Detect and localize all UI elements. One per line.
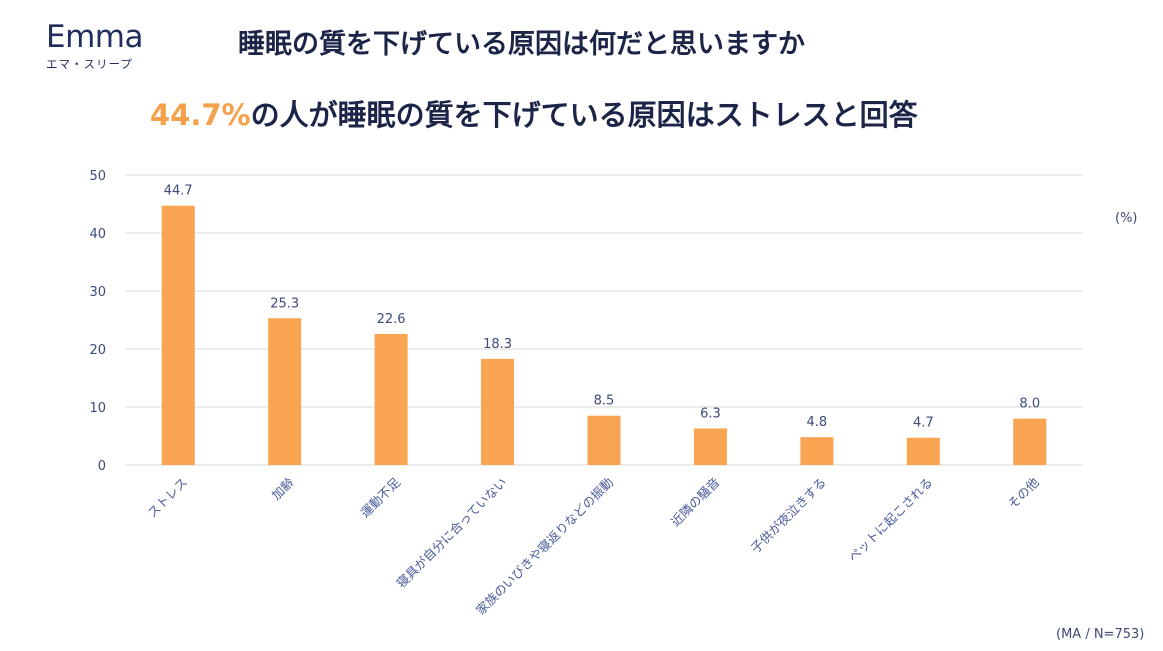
data-label: 8.5 xyxy=(594,394,615,409)
page-subtitle: 44.7%の人が睡眠の質を下げている原因はストレスと回答 xyxy=(150,92,918,134)
x-tick-label: その他 xyxy=(1005,474,1042,511)
data-label: 4.7 xyxy=(913,416,934,431)
x-tick-label: ペットに起こされる xyxy=(845,475,935,565)
bar xyxy=(161,205,195,466)
subtitle-highlight: 44.7% xyxy=(150,98,251,132)
data-label: 44.7 xyxy=(164,184,193,199)
x-tick-label: 運動不足 xyxy=(357,474,403,520)
bar xyxy=(268,318,302,465)
x-tick-label: 寝具が自分に合っていない xyxy=(393,475,509,591)
data-label: 8.0 xyxy=(1019,397,1040,412)
unit-label: (%) xyxy=(1115,211,1138,226)
y-tick-label: 40 xyxy=(89,227,106,242)
bar xyxy=(906,437,940,465)
logo-wordmark: Emma xyxy=(46,19,143,55)
logo-subtitle: エマ・スリープ xyxy=(46,57,133,71)
emma-logo: Emma エマ・スリープ xyxy=(46,20,166,72)
y-tick-label: 20 xyxy=(89,343,106,358)
bar xyxy=(693,428,727,465)
y-tick-label: 30 xyxy=(89,285,106,300)
bar xyxy=(800,437,834,465)
y-tick-label: 50 xyxy=(89,169,106,184)
x-tick-label: 子供が夜泣きする xyxy=(748,475,829,556)
data-label: 25.3 xyxy=(270,296,299,311)
data-label: 22.6 xyxy=(377,312,406,327)
x-tick-label: 近隣の騒音 xyxy=(668,475,723,530)
y-tick-label: 10 xyxy=(89,401,106,416)
bar xyxy=(374,333,408,465)
subtitle-text: の人が睡眠の質を下げている原因はストレスと回答 xyxy=(250,98,918,132)
y-tick-label: 0 xyxy=(98,459,106,474)
bar xyxy=(1013,418,1047,465)
sample-note: (MA / N=753) xyxy=(1056,627,1145,642)
data-label: 4.8 xyxy=(807,415,828,430)
x-tick-label: ストレス xyxy=(144,475,190,521)
page-title: 睡眠の質を下げている原因は何だと思いますか xyxy=(238,29,805,60)
data-label: 18.3 xyxy=(483,337,512,352)
x-tick-label: 加齢 xyxy=(268,474,297,503)
data-label: 6.3 xyxy=(700,406,721,421)
bar xyxy=(587,415,621,465)
bar xyxy=(481,358,515,465)
